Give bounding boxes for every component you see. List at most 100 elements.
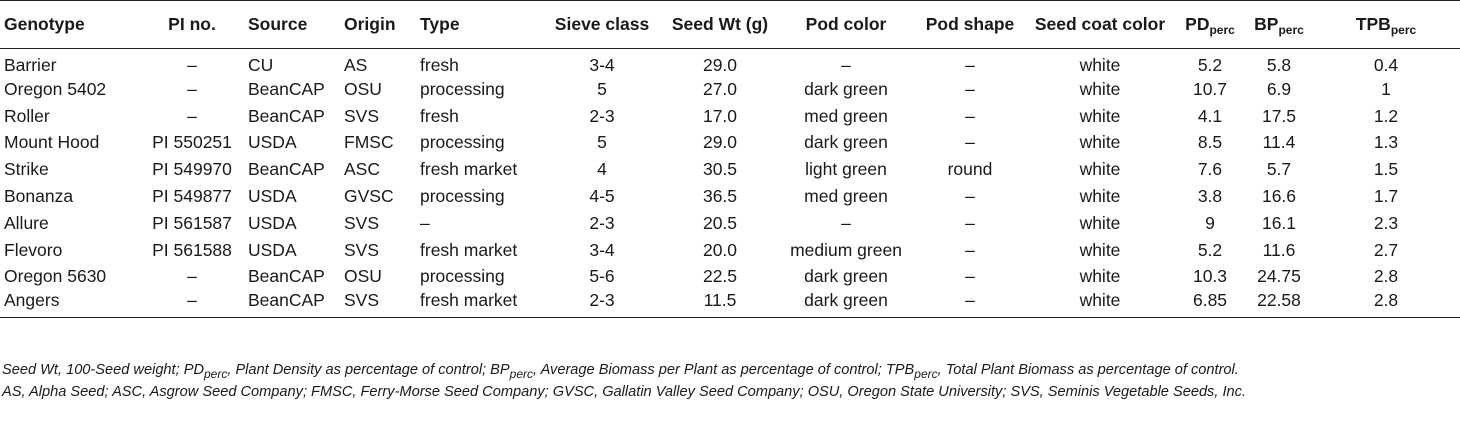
table-cell: 5.8 — [1266, 55, 1292, 75]
table-cell: 1.5 — [1373, 159, 1399, 180]
column-header-subscript: perc — [1209, 23, 1235, 37]
table-cell: – — [965, 55, 975, 75]
table-cell: CU — [248, 55, 274, 75]
table-cell: – — [965, 105, 975, 126]
column-header: Seed Wt (g) — [662, 0, 778, 49]
table-cell: 16.1 — [1261, 212, 1297, 233]
table-cell: white — [1079, 55, 1121, 75]
table-cell: 2.8 — [1373, 266, 1399, 287]
table-cell: dark green — [804, 132, 888, 153]
table-cell: 20.5 — [702, 212, 738, 233]
table-cell: 2.7 — [1373, 239, 1399, 260]
table-cell: OSU — [344, 266, 382, 287]
table-cell: – — [965, 132, 975, 153]
table-cell: fresh market — [420, 159, 518, 180]
column-header-label: Sieve class — [554, 14, 650, 34]
table-cell: processing — [420, 132, 505, 153]
table-row: Allure PI 561587 USDA SVS – 2-3 20.5 – – white 9 16… — [0, 210, 1460, 237]
table-cell: SVS — [344, 239, 380, 260]
table-cell: – — [187, 266, 197, 287]
table-cell: SVS — [344, 105, 380, 126]
table-cell: 11.5 — [662, 290, 778, 319]
table-cell: – — [965, 186, 975, 207]
table-cell: 2.8 — [1312, 290, 1460, 319]
table-cell: Oregon 5402 — [4, 78, 107, 99]
table-cell: 2-3 — [589, 105, 615, 126]
table-cell: 17.0 — [702, 105, 738, 126]
table-cell: PI 549877 — [152, 186, 232, 207]
column-header: Pod color — [778, 0, 914, 49]
table-cell: PI 561588 — [152, 239, 232, 260]
table-cell: white — [1079, 212, 1121, 233]
footnote-definitions: Seed Wt, 100-Seed weight; PDperc, Plant … — [2, 359, 1458, 381]
table-cell: processing — [420, 78, 505, 99]
table-cell: GVSC — [344, 186, 394, 207]
column-header: Type — [416, 0, 542, 49]
table-cell: 30.5 — [702, 159, 738, 180]
table-cell: OSU — [344, 78, 382, 99]
table-cell: 7.6 — [1197, 159, 1223, 180]
table-cell: Angers — [0, 290, 140, 319]
table-cell: 2-3 — [542, 290, 662, 319]
column-header: TPBperc — [1312, 0, 1460, 49]
table-cell: 29.0 — [702, 132, 738, 153]
table-cell: 1.3 — [1373, 132, 1399, 153]
table-row: Mount Hood PI 550251 USDA FMSC processing 5 29… — [0, 130, 1460, 157]
table-cell: 5.2 — [1197, 239, 1223, 260]
table-cell: USDA — [248, 239, 297, 260]
table-cell: – — [965, 266, 975, 287]
footnote-text: , Plant Density as percentage of control… — [227, 362, 510, 378]
table-cell: dark green — [778, 290, 914, 319]
table-cell: 22.5 — [702, 266, 738, 287]
table-cell: BeanCAP — [244, 290, 340, 319]
table-cell: BeanCAP — [248, 159, 325, 180]
table-cell: 17.5 — [1261, 105, 1297, 126]
table-cell: 27.0 — [702, 78, 738, 99]
column-header-label: Origin — [344, 14, 396, 34]
column-header: Source — [244, 0, 340, 49]
column-header: Genotype — [0, 0, 140, 49]
column-header-label: TPB — [1355, 14, 1391, 34]
table-cell: fresh market — [420, 239, 518, 260]
column-header-label: Pod color — [805, 14, 887, 34]
footnote-text: Seed Wt, 100-Seed weight; PD — [2, 362, 204, 378]
table-cell: white — [1079, 159, 1121, 180]
table-cell: med green — [804, 105, 888, 126]
column-header-label: PD — [1185, 14, 1210, 34]
table-cell: 3.8 — [1197, 186, 1223, 207]
header-row: Genotype PI no. Source Origin Type Sieve clas… — [0, 0, 1460, 49]
table-header: Genotype PI no. Source Origin Type Sieve clas… — [0, 0, 1460, 49]
table-cell: light green — [805, 159, 887, 180]
table-cell: BeanCAP — [248, 78, 325, 99]
table-cell: 8.5 — [1197, 132, 1223, 153]
column-header-label: Source — [248, 14, 308, 34]
table-row: Bonanza PI 549877 USDA GVSC processing 4-5 36.… — [0, 183, 1460, 210]
table-cell: AS — [344, 55, 368, 75]
table-cell: PI 550251 — [152, 132, 232, 153]
table-cell: round — [947, 159, 993, 180]
column-header: PI no. — [140, 0, 244, 49]
table-cell: white — [1079, 132, 1121, 153]
table-cell: 5 — [597, 132, 607, 153]
table-cell: 5.7 — [1266, 159, 1292, 180]
table-cell: 36.5 — [702, 186, 738, 207]
table-cell: Allure — [4, 212, 49, 233]
table-cell: white — [1079, 266, 1121, 287]
table-cell: dark green — [804, 266, 888, 287]
table-cell: – — [965, 78, 975, 99]
table-cell: med green — [804, 186, 888, 207]
table-cell: PI 561587 — [152, 212, 232, 233]
table-cell: Roller — [4, 105, 50, 126]
table-cell: – — [841, 55, 851, 75]
column-header-label: PI no. — [168, 14, 216, 34]
footnote-subscript: perc — [204, 367, 228, 381]
table-cell: – — [187, 78, 197, 99]
table-cell: ASC — [344, 159, 380, 180]
table-cell: 11.4 — [1262, 132, 1296, 153]
table-cell: 0.4 — [1373, 55, 1399, 75]
table-cell: medium green — [790, 239, 902, 260]
table-cell: Bonanza — [4, 186, 74, 207]
table-cell: – — [140, 290, 244, 319]
table-footnote: Seed Wt, 100-Seed weight; PDperc, Plant … — [2, 359, 1458, 403]
